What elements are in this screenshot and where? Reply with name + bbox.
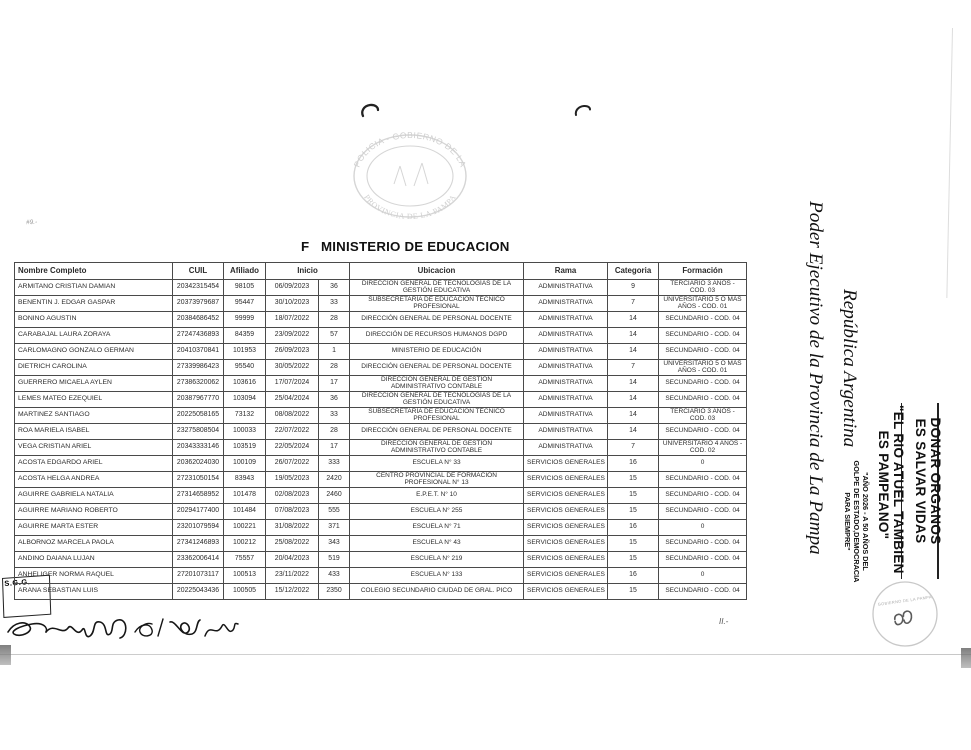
svg-text:PROVINCIA DE LA PAMPA: PROVINCIA DE LA PAMPA [362,193,458,221]
svg-text:GOBIERNO DE LA PAMPA: GOBIERNO DE LA PAMPA [877,594,932,607]
svg-text:POLICIA - GOBIERNO DE LA: POLICIA - GOBIERNO DE LA [352,130,469,169]
